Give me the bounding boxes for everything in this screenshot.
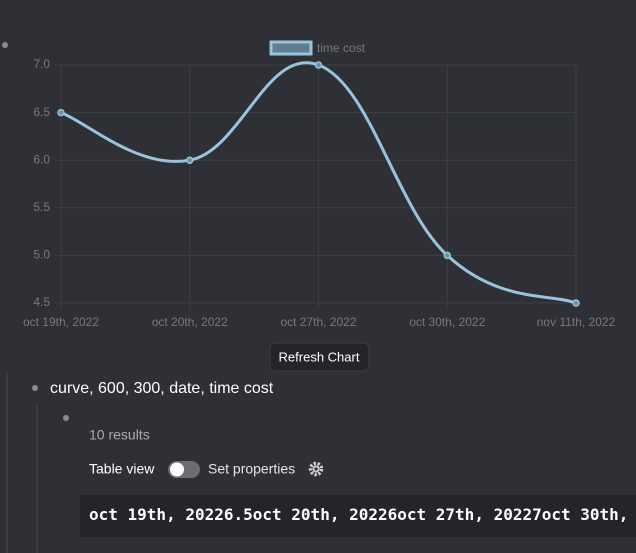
- result-count: 10 results: [89, 427, 150, 443]
- y-tick-label: 5.0: [33, 248, 50, 262]
- x-tick-label: oct 19th, 2022: [23, 315, 99, 329]
- refresh-button[interactable]: [269, 342, 370, 372]
- data-point: [314, 61, 323, 69]
- toggle-knob[interactable]: [170, 462, 184, 477]
- x-tick-label: nov 11th, 2022: [537, 315, 616, 329]
- data-point: [572, 299, 580, 307]
- table-view-label: Table view: [89, 461, 155, 477]
- gear-icon[interactable]: [308, 461, 324, 477]
- bullet: [63, 415, 69, 421]
- data-point: [57, 108, 65, 117]
- gear-icon-hole: [314, 467, 318, 471]
- bullet: [32, 385, 38, 391]
- button-label[interactable]: Refresh Chart: [279, 349, 360, 364]
- set-properties[interactable]: Set properties: [208, 461, 295, 477]
- legend-label: time cost: [317, 41, 366, 55]
- y-tick-label: 5.5: [33, 200, 50, 214]
- x-tick-label: oct 30th, 2022: [409, 315, 485, 329]
- y-tick-label: 6.0: [33, 152, 50, 166]
- bullet: [2, 42, 8, 48]
- result-text: oct 19th, 20226.5oct 20th, 20226oct 27th…: [89, 505, 636, 524]
- y-tick-label: 4.5: [33, 295, 50, 309]
- legend-swatch: [269, 40, 313, 56]
- data-point: [443, 251, 451, 260]
- x-tick-label: oct 27th, 2022: [280, 315, 356, 329]
- code-block: oct 19th, 20226.5oct 20th, 20226oct 27th…: [80, 495, 636, 537]
- block-text: curve, 600, 300, date, time cost: [50, 380, 274, 397]
- y-tick-label: 7.0: [33, 57, 50, 71]
- y-tick-label: 6.5: [33, 105, 50, 119]
- data-point: [186, 156, 194, 164]
- x-tick-label: oct 20th, 2022: [152, 315, 228, 329]
